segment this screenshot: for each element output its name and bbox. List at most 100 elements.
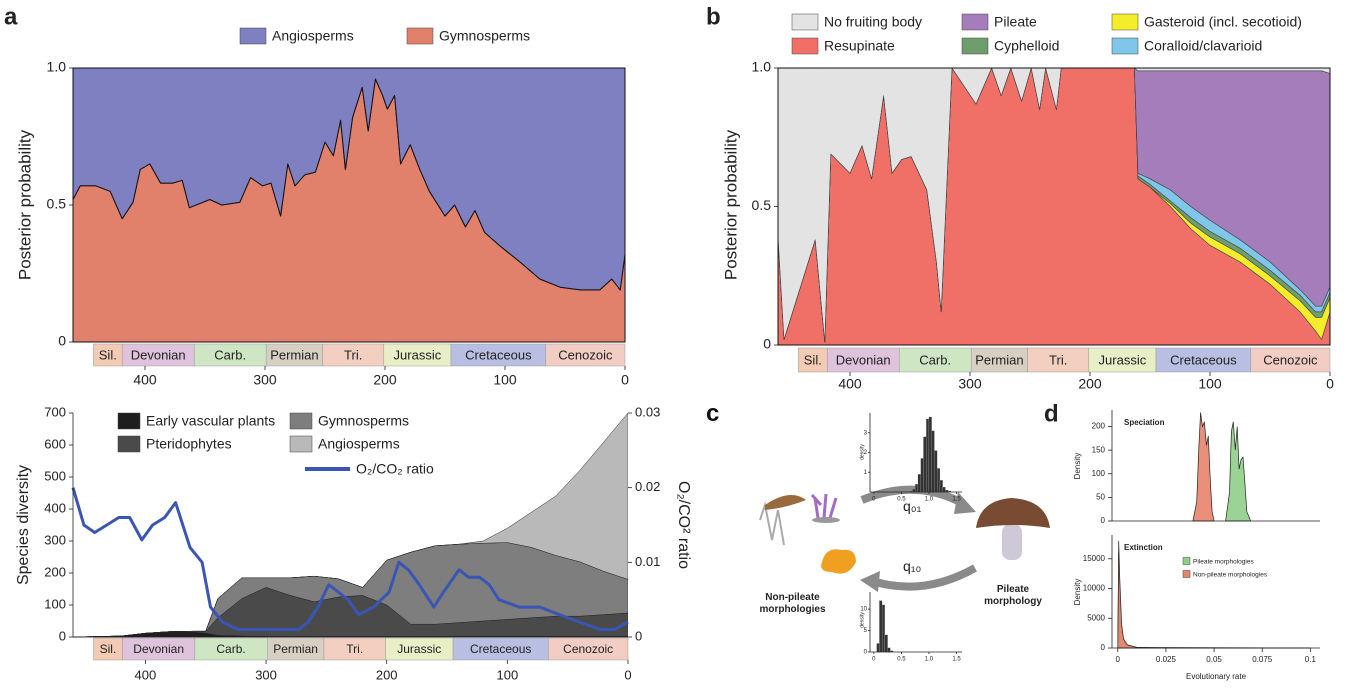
- x-tick-label: 0: [624, 667, 631, 682]
- period-label: Cretaceous: [470, 642, 531, 656]
- x-tick-label: 100: [493, 372, 517, 388]
- y-tick-label: 0: [763, 336, 771, 352]
- x-tick-label: 0: [1116, 655, 1121, 664]
- crust-fungus: [821, 549, 856, 573]
- period-label: Tri.: [344, 347, 362, 362]
- legend-swatch: [1112, 14, 1138, 30]
- period-label: Jurassic: [394, 347, 442, 362]
- period-label: Jurassic: [397, 642, 441, 656]
- y2-tick-label: 0: [635, 628, 642, 643]
- y-axis-label: Density: [1073, 579, 1082, 606]
- legend-swatch: [962, 38, 988, 54]
- x-tick-label: 1.0: [925, 657, 934, 663]
- y-tick-label: 1: [864, 470, 868, 476]
- y2-axis-label: O₂/CO² ratio: [675, 481, 692, 569]
- period-label: Cretaceous: [1170, 352, 1237, 367]
- y-tick-label: 200: [44, 564, 66, 579]
- node-label: Non-pileate morphologies: [745, 592, 840, 616]
- y-tick-label: 100: [44, 596, 66, 611]
- x-tick-label: 400: [133, 372, 157, 388]
- density-curve: [1118, 553, 1311, 648]
- legend-swatch: [290, 436, 312, 452]
- histogram-bar: [918, 474, 921, 492]
- legend-swatch: [1112, 38, 1138, 54]
- y-tick-label: 1.0: [752, 59, 772, 75]
- x-tick-label: 300: [253, 372, 277, 388]
- x-tick-label: 100: [1198, 376, 1222, 392]
- x-tick-label: 0.025: [1156, 655, 1177, 664]
- x-axis-label: Evolutionary rate: [1186, 672, 1247, 681]
- period-label: Sil.: [804, 352, 822, 367]
- period-label: Permian: [975, 352, 1023, 367]
- legend-label: Pileate: [994, 14, 1037, 30]
- chart: 00.51.01.50510density: [859, 592, 962, 663]
- legend-label: Early vascular plants: [146, 413, 275, 429]
- density-curve: [1118, 541, 1311, 648]
- histogram-bar: [912, 489, 915, 492]
- period-label: Sil.: [100, 642, 117, 656]
- x-tick-label: 400: [838, 376, 862, 392]
- period-label: Carb.: [216, 642, 245, 656]
- bracket-fungus: [765, 495, 806, 510]
- y-tick-label: 0.5: [752, 197, 772, 213]
- rate-label: q₀₁: [903, 498, 921, 514]
- y2-tick-label: 0.01: [635, 554, 660, 569]
- legend-swatch: [792, 14, 818, 30]
- y-axis-label: Posterior probability: [15, 129, 34, 280]
- x-tick-label: 300: [255, 667, 277, 682]
- arrowhead: [860, 571, 880, 592]
- x-tick-label: 0.1: [1305, 655, 1317, 664]
- y-tick-label: 10000: [1083, 584, 1106, 593]
- x-tick-label: 1.5: [952, 497, 961, 503]
- substrate: [812, 517, 840, 523]
- y-tick-label: 300: [44, 532, 66, 547]
- figure-canvas: Sil. Devonian Carb. Permian Tri. Jurassic Cret…: [0, 0, 1345, 684]
- x-tick-label: 1.5: [952, 657, 961, 663]
- y-tick-label: 100: [1092, 469, 1106, 478]
- y-tick-label: 0.5: [47, 196, 67, 212]
- y-tick-label: 500: [44, 468, 66, 483]
- legend-swatch: [290, 413, 312, 429]
- density-curve: [1226, 422, 1251, 521]
- y-tick-label: 0: [1101, 643, 1106, 652]
- node-label: Pileate morphology: [968, 584, 1058, 608]
- figure: Sil. Devonian Carb. Permian Tri. Jurassic Cret…: [0, 0, 1345, 684]
- period-label: Devonian: [836, 352, 891, 367]
- histogram-bar: [882, 605, 885, 652]
- y-axis-label: Species diversity: [15, 465, 32, 585]
- y-tick-label: 0: [1101, 516, 1106, 525]
- period-label: Carb.: [214, 347, 246, 362]
- histogram-bar: [923, 437, 926, 492]
- y-axis-label: Posterior probability: [721, 129, 740, 280]
- legend-swatch: [1183, 558, 1190, 565]
- period-label: Devonian: [131, 347, 186, 362]
- legend-label: O₂/CO₂ ratio: [356, 461, 434, 477]
- y-tick-label: 700: [44, 404, 66, 419]
- y-tick-label: 0: [59, 628, 66, 643]
- period-label: Tri.: [1049, 352, 1067, 367]
- period-label: Cenozoic: [558, 347, 613, 362]
- panel-label: b: [706, 3, 721, 30]
- histogram-bar: [932, 431, 935, 492]
- period-label: Devonian: [133, 642, 184, 656]
- arrow-backward: [876, 568, 975, 587]
- y-tick-label: 3: [864, 430, 868, 436]
- legend-label: Gymnosperms: [318, 413, 409, 429]
- x-tick-label: 0.5: [897, 657, 906, 663]
- pileate-mushroom: [976, 498, 1050, 560]
- rate-label: q₁₀: [903, 558, 921, 574]
- histogram-bar: [921, 458, 924, 492]
- y-tick-label: 0: [58, 333, 66, 349]
- legend-label: Coralloid/clavarioid: [1144, 38, 1262, 54]
- panel-label: a: [4, 3, 18, 30]
- y-tick-label: 5000: [1087, 613, 1105, 622]
- period-label: Jurassic: [1099, 352, 1147, 367]
- legend-swatch: [407, 28, 433, 44]
- histogram-bar: [943, 487, 946, 492]
- y-axis-label: density: [859, 612, 865, 628]
- legend-label: Gasteroid (incl. secotioid): [1144, 14, 1302, 30]
- x-tick-label: 200: [1078, 376, 1102, 392]
- legend-swatch: [240, 28, 266, 44]
- x-tick-label: 400: [135, 667, 157, 682]
